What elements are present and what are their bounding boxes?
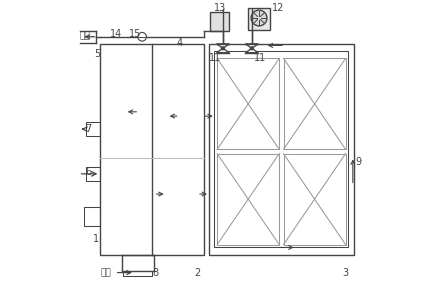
Text: 12: 12: [272, 3, 284, 13]
Text: 9: 9: [356, 157, 361, 167]
Bar: [217, 58, 279, 149]
Bar: [86, 122, 100, 136]
Bar: [100, 44, 204, 255]
Circle shape: [222, 47, 224, 50]
Text: 3: 3: [342, 269, 349, 278]
Polygon shape: [217, 44, 229, 48]
Text: 11: 11: [254, 53, 267, 64]
Bar: [123, 271, 152, 276]
Bar: [217, 154, 279, 244]
Bar: [210, 12, 229, 31]
Text: 15: 15: [129, 29, 141, 39]
Text: 1: 1: [93, 234, 99, 244]
Bar: [248, 8, 270, 30]
Text: 4: 4: [177, 37, 183, 48]
Text: 注水: 注水: [101, 268, 112, 277]
Polygon shape: [217, 48, 229, 53]
Bar: [209, 44, 354, 255]
Bar: [284, 58, 346, 149]
Text: 11: 11: [209, 53, 221, 64]
Circle shape: [250, 47, 253, 50]
Text: 7: 7: [85, 124, 92, 134]
Bar: [214, 51, 349, 247]
Text: 排泥: 排泥: [79, 31, 90, 40]
Bar: [85, 207, 100, 226]
Text: 5: 5: [94, 49, 101, 59]
Polygon shape: [245, 48, 258, 53]
Text: 2: 2: [194, 269, 200, 278]
Bar: [86, 167, 100, 181]
Text: 8: 8: [152, 269, 158, 278]
Bar: [284, 154, 346, 244]
Polygon shape: [245, 44, 258, 48]
Circle shape: [138, 32, 147, 41]
Text: 6: 6: [85, 167, 92, 177]
Text: 14: 14: [110, 29, 122, 39]
Circle shape: [251, 10, 267, 26]
Text: 13: 13: [214, 3, 226, 13]
